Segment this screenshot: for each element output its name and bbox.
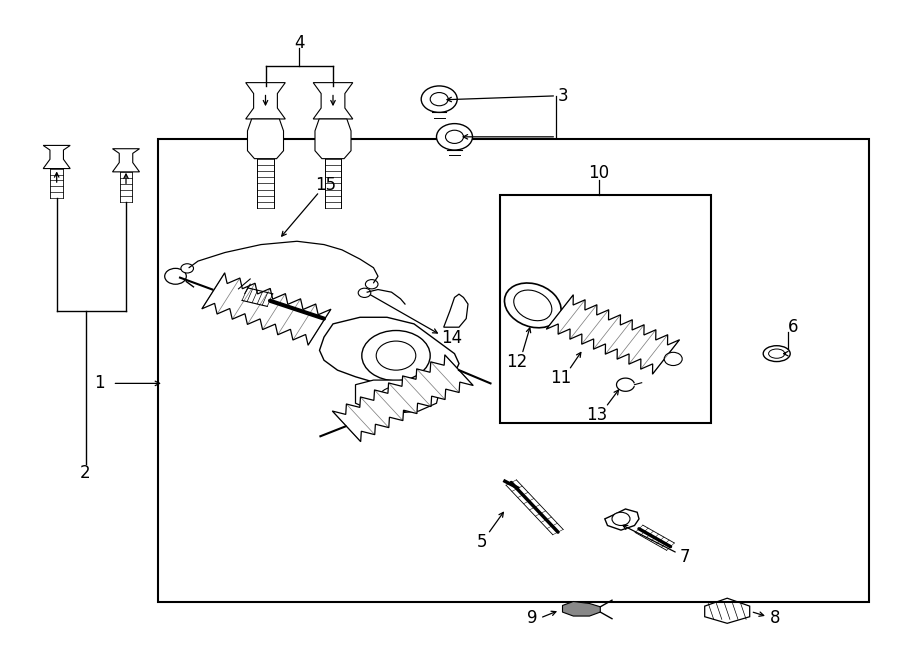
Polygon shape	[320, 317, 459, 385]
Ellipse shape	[769, 349, 785, 358]
Polygon shape	[315, 119, 351, 159]
Circle shape	[664, 352, 682, 366]
Polygon shape	[202, 273, 331, 345]
Text: 5: 5	[476, 533, 487, 551]
Polygon shape	[444, 294, 468, 327]
Circle shape	[446, 130, 464, 143]
Polygon shape	[246, 83, 285, 119]
Text: 15: 15	[315, 176, 337, 194]
Circle shape	[421, 86, 457, 112]
Circle shape	[436, 124, 472, 150]
Text: 14: 14	[441, 329, 462, 348]
Polygon shape	[562, 602, 600, 616]
Ellipse shape	[514, 290, 552, 321]
Text: 2: 2	[80, 463, 91, 482]
Polygon shape	[356, 380, 441, 413]
Text: 10: 10	[588, 164, 609, 182]
Polygon shape	[605, 509, 639, 530]
Text: 9: 9	[526, 609, 537, 627]
Text: 8: 8	[770, 609, 780, 627]
Text: 3: 3	[558, 87, 569, 105]
Polygon shape	[43, 145, 70, 169]
Text: 11: 11	[550, 369, 572, 387]
Text: 13: 13	[586, 406, 608, 424]
Bar	[158, 139, 868, 602]
Polygon shape	[248, 119, 284, 159]
Text: 1: 1	[94, 374, 104, 393]
Circle shape	[181, 264, 194, 273]
Circle shape	[430, 93, 448, 106]
Circle shape	[378, 387, 414, 413]
Circle shape	[365, 280, 378, 289]
Polygon shape	[332, 355, 473, 442]
Circle shape	[376, 341, 416, 370]
Bar	[500, 195, 711, 423]
Circle shape	[362, 330, 430, 381]
Polygon shape	[112, 149, 140, 172]
Text: 4: 4	[294, 34, 304, 52]
Circle shape	[358, 288, 371, 297]
Text: 6: 6	[788, 318, 798, 336]
Text: 12: 12	[506, 353, 527, 371]
Circle shape	[612, 512, 630, 525]
Text: 7: 7	[680, 547, 690, 566]
Polygon shape	[546, 295, 680, 374]
Polygon shape	[313, 83, 353, 119]
Circle shape	[165, 268, 186, 284]
Ellipse shape	[763, 346, 790, 362]
Ellipse shape	[505, 283, 561, 328]
